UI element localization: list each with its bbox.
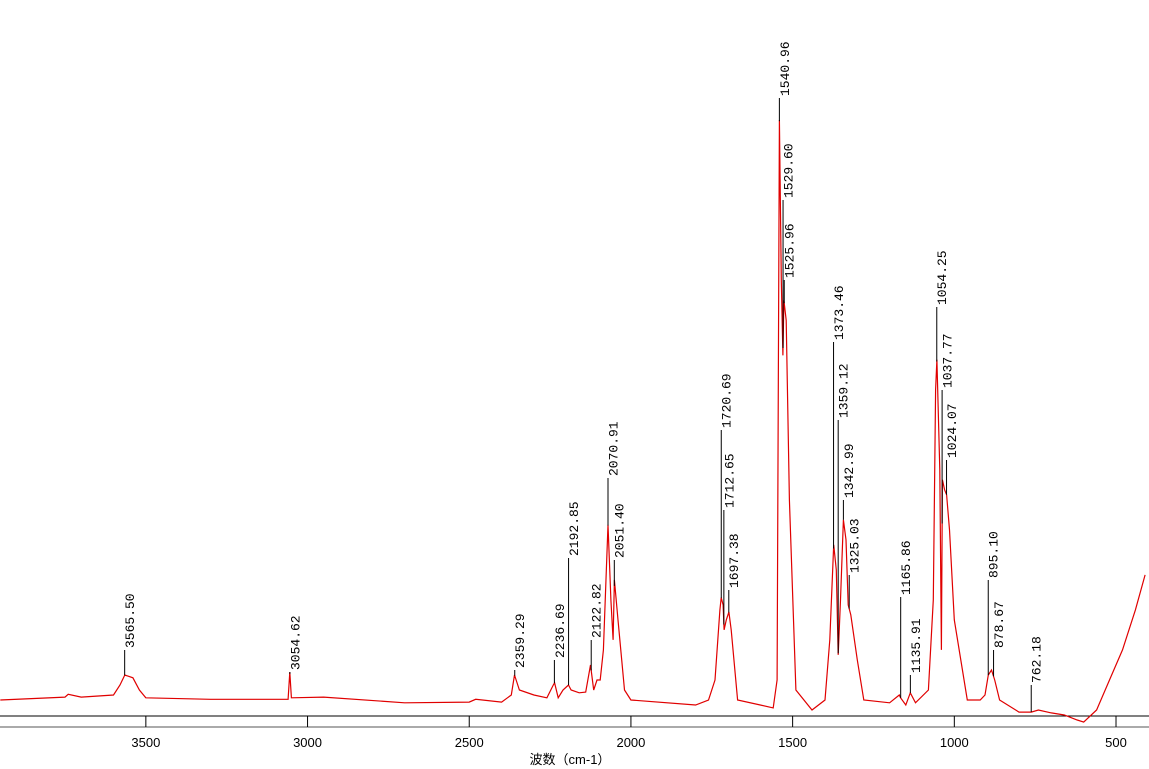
peak-label: 1037.77	[941, 333, 956, 388]
peak-label: 1054.25	[935, 250, 950, 305]
peak-label: 1697.38	[727, 533, 742, 588]
peak-label: 2359.29	[513, 613, 528, 668]
peak-label: 1342.99	[842, 443, 857, 498]
peak-label: 1024.07	[945, 403, 960, 458]
peak-label: 2236.69	[553, 603, 568, 658]
peak-label: 762.18	[1030, 636, 1045, 683]
peak-label: 1540.96	[778, 41, 793, 96]
x-tick-label: 3500	[131, 735, 160, 750]
peak-label: 1525.96	[783, 223, 798, 278]
x-tick-label: 2000	[616, 735, 645, 750]
peak-label: 2122.82	[590, 583, 605, 638]
x-tick-label: 3000	[293, 735, 322, 750]
peak-label: 1720.69	[720, 373, 735, 428]
x-tick-label: 500	[1105, 735, 1127, 750]
spectrum-line	[0, 120, 1146, 723]
peak-label: 1373.46	[832, 285, 847, 340]
peak-label: 2192.85	[567, 501, 582, 556]
x-tick-label: 1000	[940, 735, 969, 750]
peak-label: 1135.91	[909, 618, 924, 673]
peak-label: 1712.65	[722, 453, 737, 508]
peak-label: 2051.40	[613, 503, 628, 558]
peak-label: 895.10	[987, 531, 1002, 578]
peak-label: 1529.60	[781, 143, 796, 198]
peak-label: 3565.50	[123, 593, 138, 648]
peak-label: 878.67	[992, 601, 1007, 648]
x-tick-label: 1500	[778, 735, 807, 750]
peak-label: 1359.12	[837, 363, 852, 418]
x-axis-label: 波数（cm-1）	[530, 752, 611, 767]
x-tick-label: 2500	[455, 735, 484, 750]
peak-label: 1165.86	[899, 540, 914, 595]
peak-label: 3054.62	[288, 615, 303, 670]
peak-label: 2070.91	[606, 421, 621, 476]
peak-label: 1325.03	[848, 518, 863, 573]
